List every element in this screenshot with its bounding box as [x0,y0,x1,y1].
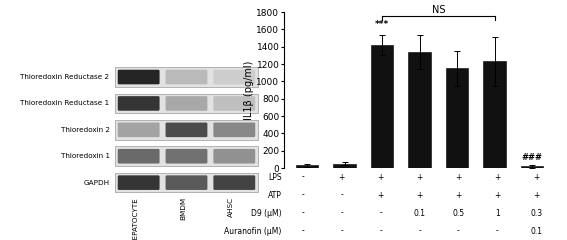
FancyBboxPatch shape [166,149,208,163]
Bar [333,164,356,168]
Text: +: + [494,173,501,181]
Text: NS: NS [431,5,445,15]
FancyBboxPatch shape [118,149,159,163]
FancyBboxPatch shape [213,175,255,190]
FancyBboxPatch shape [118,70,159,84]
FancyBboxPatch shape [118,123,159,137]
Text: -: - [340,209,343,217]
FancyBboxPatch shape [213,149,255,163]
Bar [115,94,258,113]
Text: BMDM: BMDM [180,197,187,220]
Text: Auranofin (μM): Auranofin (μM) [224,227,282,235]
Text: 1: 1 [495,209,500,217]
Text: +: + [533,173,539,181]
Bar [115,120,258,140]
Text: +: + [378,173,384,181]
Bar [296,165,318,168]
Text: -: - [302,209,304,217]
Y-axis label: IL1β (pg/ml): IL1β (pg/ml) [244,60,253,120]
FancyBboxPatch shape [166,175,208,190]
Text: Thioredoxin 2: Thioredoxin 2 [61,127,109,133]
Bar [521,166,543,168]
Text: 0.1: 0.1 [413,209,426,217]
FancyBboxPatch shape [166,70,208,84]
Text: LPS: LPS [268,173,282,181]
Text: ***: *** [375,20,389,29]
Text: -: - [302,227,304,235]
Text: -: - [340,191,343,199]
FancyBboxPatch shape [166,123,208,137]
FancyBboxPatch shape [213,96,255,111]
Text: ###: ### [522,153,543,162]
Text: ATP: ATP [268,191,282,199]
Bar [446,68,468,168]
Text: -: - [302,191,304,199]
Text: +: + [338,173,345,181]
Text: Thioredoxin Reductase 1: Thioredoxin Reductase 1 [20,100,109,107]
Text: 0.5: 0.5 [452,209,464,217]
Text: GAPDH: GAPDH [83,180,109,186]
Text: +: + [455,173,462,181]
Text: +: + [455,191,462,199]
FancyBboxPatch shape [166,96,208,111]
Text: +: + [416,173,423,181]
Text: +: + [494,191,501,199]
FancyBboxPatch shape [118,175,159,190]
Bar [115,146,258,166]
Text: Thioredoxin Reductase 2: Thioredoxin Reductase 2 [20,74,109,80]
Text: -: - [496,227,499,235]
Text: 0.3: 0.3 [530,209,542,217]
Text: +: + [533,191,539,199]
Bar [371,45,393,168]
Bar [483,61,506,168]
FancyBboxPatch shape [118,96,159,111]
Bar [115,173,258,192]
Text: -: - [302,173,304,181]
Text: 0.1: 0.1 [530,227,542,235]
Text: -: - [379,227,382,235]
Text: -: - [340,227,343,235]
Text: -: - [418,227,421,235]
Text: HEPATOCYTE: HEPATOCYTE [133,197,139,240]
Text: D9 (μM): D9 (μM) [251,209,282,217]
Bar [408,52,431,168]
Text: AHSC: AHSC [229,197,234,217]
FancyBboxPatch shape [213,123,255,137]
Text: +: + [378,191,384,199]
Text: +: + [416,191,423,199]
FancyBboxPatch shape [213,70,255,84]
Bar [115,67,258,87]
Text: Thioredoxin 1: Thioredoxin 1 [61,153,109,159]
Text: -: - [457,227,460,235]
Text: -: - [379,209,382,217]
